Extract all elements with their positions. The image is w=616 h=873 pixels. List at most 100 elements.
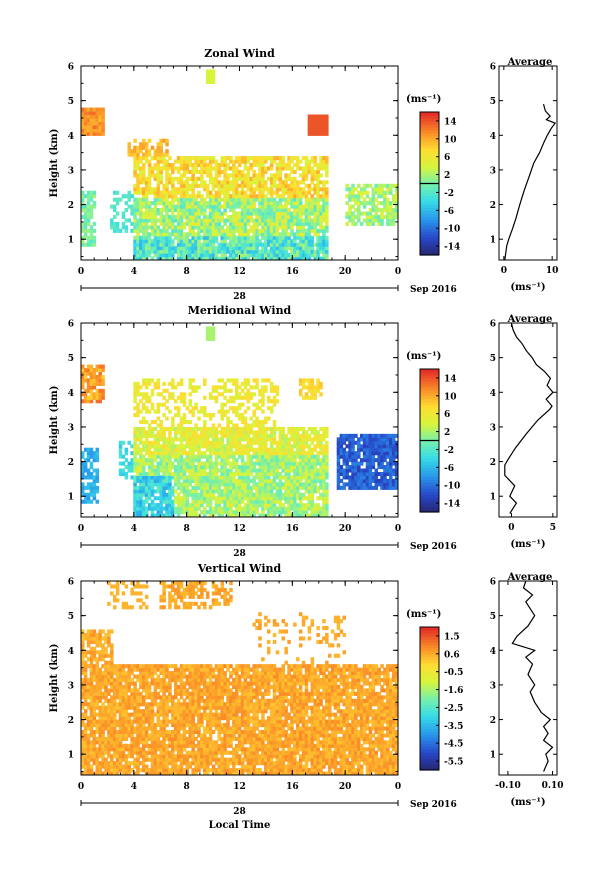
heatmap-cell [232, 499, 236, 504]
heatmap-cell [173, 190, 178, 195]
heatmap-cell [173, 228, 178, 233]
heatmap-cell [278, 440, 283, 445]
heatmap-cell [322, 433, 326, 438]
heatmap-cell [83, 388, 88, 393]
heatmap-cell [194, 513, 198, 517]
heatmap-cell [249, 190, 254, 195]
heatmap-cell [101, 111, 105, 116]
heatmap-cell [168, 444, 172, 449]
heatmap-cell [86, 381, 91, 386]
heatmap-cell [316, 437, 320, 442]
heatmap-cell [394, 465, 398, 470]
heatmap-cell [188, 381, 193, 386]
heatmap-cell [232, 246, 236, 251]
heatmap-cell [310, 471, 315, 477]
heatmap-cell [264, 169, 268, 174]
heatmap-cell [191, 221, 195, 226]
heatmap-cell [243, 468, 248, 473]
heatmap-cell [313, 447, 317, 452]
heatmap-cell [255, 173, 259, 178]
heatmap-cell [377, 465, 381, 470]
heatmap-cell [81, 712, 85, 717]
heatmap-cell [386, 197, 390, 202]
heatmap-cell [342, 437, 347, 442]
heatmap-cell [165, 426, 169, 431]
heatmap-cell [81, 385, 85, 390]
heatmap-cell [197, 492, 201, 497]
heatmap-cell [136, 190, 140, 195]
heatmap-cell [380, 485, 384, 490]
heatmap-cell [255, 496, 259, 501]
heatmap-cell [313, 169, 317, 174]
heatmap-cell [304, 454, 309, 459]
heatmap-cell [130, 152, 134, 157]
heatmap-cell [203, 187, 207, 192]
heatmap-cell [345, 437, 349, 442]
heatmap-cell [217, 440, 222, 445]
heatmap-cell [81, 214, 85, 220]
heatmap-cell [182, 503, 187, 508]
heatmap-cell [165, 183, 169, 188]
heatmap-cell [319, 482, 323, 487]
heatmap-cell [83, 194, 88, 199]
heatmap-cell [301, 253, 306, 258]
heatmap-cell [203, 225, 207, 230]
heatmap-cell [191, 496, 195, 501]
heatmap-cell [130, 211, 134, 216]
heatmap-cell [144, 197, 149, 202]
heatmap-cell [290, 232, 294, 237]
heatmap-cell [255, 468, 259, 473]
heatmap-cell [185, 489, 190, 494]
heatmap-cell [208, 503, 213, 508]
heatmap-cell [249, 249, 254, 254]
heatmap-cell [237, 214, 242, 220]
heatmap-cell [351, 468, 355, 473]
heatmap-cell [220, 225, 224, 230]
heatmap-cell [185, 201, 190, 206]
heatmap-cell [281, 228, 286, 233]
heatmap-cell [220, 392, 224, 397]
heatmap-cell [214, 506, 219, 511]
heatmap-cell [223, 475, 227, 480]
heatmap-cell [223, 447, 227, 452]
heatmap-cell [258, 197, 262, 202]
heatmap-cell [147, 475, 152, 480]
heatmap-cell [232, 485, 236, 490]
heatmap-cell [142, 468, 146, 473]
heatmap-cell [249, 166, 254, 171]
heatmap-cell [243, 423, 248, 428]
heatmap-cell [153, 475, 158, 480]
heatmap-cell [243, 201, 248, 206]
heatmap-cell [203, 444, 207, 449]
heatmap-cell [211, 239, 216, 244]
heatmap-cell [81, 201, 85, 206]
heatmap-cell [217, 503, 222, 508]
heatmap-cell [226, 378, 230, 383]
heatmap-cell [278, 232, 283, 237]
heatmap-cell [133, 225, 137, 230]
heatmap-cell [389, 187, 393, 192]
heatmap-cell [296, 180, 300, 185]
heatmap-cell [208, 458, 213, 463]
heatmap-cell [374, 451, 378, 456]
heatmap-cell [142, 430, 146, 435]
heatmap-cell [211, 437, 216, 442]
heatmap-cell [293, 510, 297, 515]
heatmap-cell [235, 451, 239, 456]
heatmap-cell [191, 214, 195, 220]
heatmap-cell [310, 159, 315, 164]
heatmap-cell [264, 496, 268, 501]
heatmap-cell [261, 159, 265, 164]
heatmap-cell [211, 176, 216, 181]
heatmap-cell [191, 169, 195, 174]
heatmap-cell [203, 211, 207, 216]
heatmap-cell [144, 499, 149, 504]
heatmap-cell [307, 159, 312, 164]
heatmap-cell [235, 489, 239, 494]
heatmap-cell [133, 204, 137, 209]
heatmap-cell [272, 221, 277, 226]
heatmap-cell [380, 454, 384, 459]
heatmap-cell [185, 420, 190, 425]
heatmap-cell [380, 461, 384, 466]
